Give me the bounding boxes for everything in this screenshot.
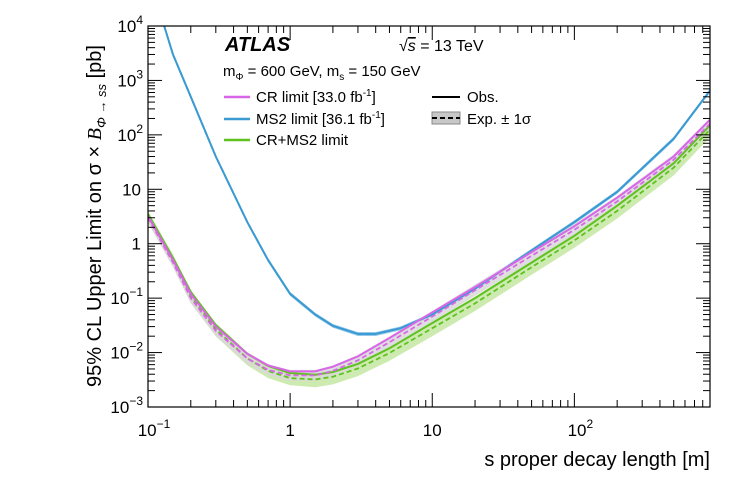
cr-limit-observed-line [148,118,710,373]
x-tick-label: 10−1 [138,417,171,440]
legend-entry-combined-limit: CR+MS2 limit [224,132,349,149]
mass-label: mΦ = 600 GeV, ms = 150 GeV [223,63,421,83]
y-tick-label: 10 [122,180,141,199]
y-axis-label: 95% CL Upper Limit on σ × BΦ → ss [pb] [84,45,109,387]
y-tick-label: 10−1 [110,285,143,308]
cr-ms2-limit-expected-line [148,128,710,381]
legend-label-cr: CR limit [33.0 fb-1] [256,88,376,106]
y-tick-label: 102 [117,122,143,145]
cr-limit-expected-line [148,123,710,377]
legend-label-observed: Obs. [467,89,499,106]
energy-label: √s = 13 TeV [399,38,484,55]
y-tick-label: 10−2 [110,340,143,363]
experiment-label: ATLAS [224,34,291,56]
axis-ticks [147,25,711,408]
legend-label-ms2: MS2 limit [36.1 fb-1] [256,110,385,128]
y-tick-label: 104 [117,13,143,36]
x-tick-label: 10 [423,421,442,440]
legend-entry-observed: Obs. [432,89,499,106]
ms2-limit-observed-line [163,26,710,335]
x-axis-label: s proper decay length [m] [484,449,710,471]
x-tick-labels: 10−1 1 10 102 [138,417,594,440]
legend-entry-cr-limit: CR limit [33.0 fb-1] [224,88,376,106]
legend-label-combined: CR+MS2 limit [256,132,349,149]
legend-entry-expected: Exp. ± 1σ [431,111,532,128]
x-tick-label: 102 [568,417,594,440]
legend-entry-ms2-limit: MS2 limit [36.1 fb-1] [224,110,385,128]
plot-frame [147,25,711,408]
limit-curves [148,26,710,381]
legend: CR limit [33.0 fb-1] MS2 limit [36.1 fb-… [224,88,532,149]
cr-ms2-limit-expected-band [148,123,710,388]
y-tick-labels: 10−3 10−2 10−1 1 10 102 103 104 [110,13,143,417]
x-tick-label: 1 [285,421,294,440]
y-tick-label: 103 [117,67,143,90]
legend-label-expected: Exp. ± 1σ [467,111,532,128]
uncertainty-bands [148,26,710,388]
y-tick-label: 10−3 [110,394,143,417]
y-tick-label: 1 [132,235,141,254]
